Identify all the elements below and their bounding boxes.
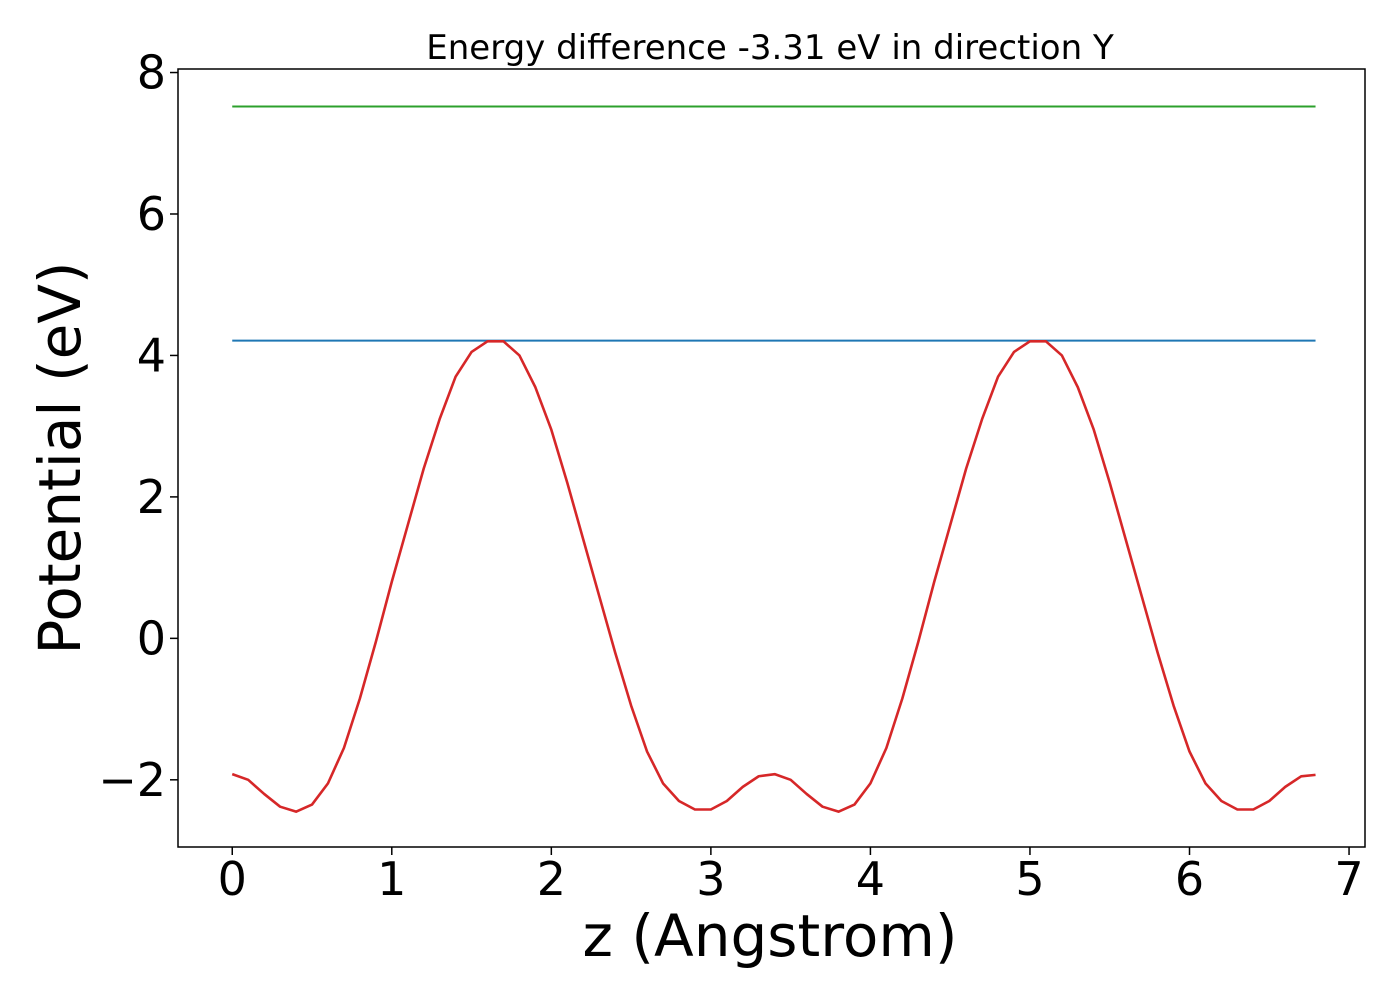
x-tick-label: 7 [1334, 852, 1363, 906]
x-tick-label: 0 [218, 852, 247, 906]
x-tick-label: 5 [1015, 852, 1044, 906]
y-ticks: −2 0 2 4 6 8 [98, 46, 178, 807]
x-tick-label: 2 [537, 852, 566, 906]
chart-title: Energy difference -3.31 eV in direction … [426, 28, 1114, 68]
x-tick-label: 3 [696, 852, 725, 906]
y-tick-label: 2 [137, 470, 166, 524]
y-tick-label: 0 [137, 611, 166, 665]
x-tick-label: 6 [1175, 852, 1204, 906]
x-axis-label: z (Angstrom) [583, 902, 958, 970]
plot-area [177, 68, 1366, 848]
y-tick-label: 8 [137, 46, 166, 100]
x-ticks: 0 1 2 3 4 5 6 7 [218, 847, 1364, 906]
y-tick-label: 6 [137, 187, 166, 241]
y-tick-label: −2 [98, 753, 166, 807]
x-tick-label: 4 [856, 852, 885, 906]
series-layer [231, 105, 1316, 813]
y-tick-label: 4 [137, 328, 166, 382]
x-tick-label: 1 [377, 852, 406, 906]
y-axis-label: Potential (eV) [26, 261, 94, 654]
series-line-3 [231, 340, 1316, 813]
